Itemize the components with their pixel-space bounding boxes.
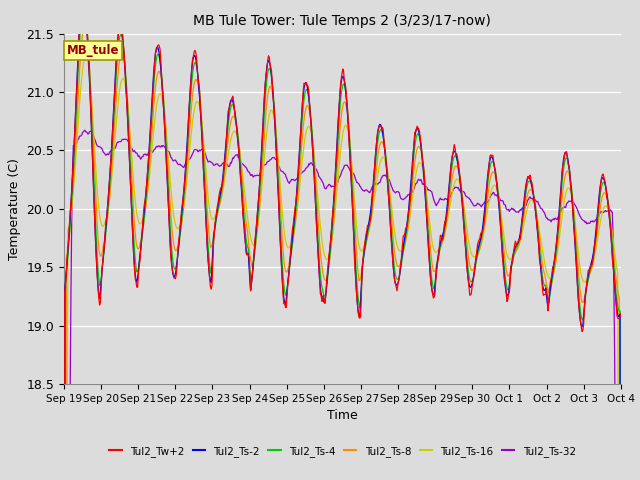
Tul2_Ts-32 [128,146,136,152]
Tul2_Ts-4 [411,144,419,150]
Tul2_Ts-4 [128,204,136,209]
Tul2_Ts-2 [128,221,136,227]
Tul2_Ts-4 [185,125,193,131]
Text: MB_tule: MB_tule [67,44,119,57]
Tul2_Tw+2 [428,282,435,288]
Tul2_Ts-8 [70,169,78,175]
Line: Tul2_Ts-4: Tul2_Ts-4 [64,5,621,480]
Tul2_Ts-2 [185,112,193,118]
Legend: Tul2_Tw+2, Tul2_Ts-2, Tul2_Ts-4, Tul2_Ts-8, Tul2_Ts-16, Tul2_Ts-32: Tul2_Tw+2, Tul2_Ts-2, Tul2_Ts-4, Tul2_Ts… [105,442,580,461]
Tul2_Ts-32 [81,127,89,133]
Tul2_Ts-16 [411,178,419,183]
Tul2_Ts-8 [185,141,193,147]
Tul2_Ts-16 [428,232,435,238]
Line: Tul2_Ts-2: Tul2_Ts-2 [64,0,621,480]
Tul2_Tw+2 [70,144,78,150]
Tul2_Tw+2 [185,114,193,120]
Tul2_Ts-4 [70,156,78,161]
Tul2_Ts-2 [428,280,435,286]
Tul2_Ts-2 [70,143,78,148]
Tul2_Ts-32 [70,143,78,149]
Tul2_Ts-32 [411,183,419,189]
Tul2_Tw+2 [214,200,222,205]
Title: MB Tule Tower: Tule Temps 2 (3/23/17-now): MB Tule Tower: Tule Temps 2 (3/23/17-now… [193,14,492,28]
X-axis label: Time: Time [327,409,358,422]
Tul2_Ts-8 [428,252,435,258]
Tul2_Ts-4 [214,206,222,212]
Line: Tul2_Ts-32: Tul2_Ts-32 [64,130,621,480]
Tul2_Ts-16 [128,159,136,165]
Line: Tul2_Tw+2: Tul2_Tw+2 [64,0,621,480]
Tul2_Ts-8 [411,159,419,165]
Line: Tul2_Ts-16: Tul2_Ts-16 [64,57,621,480]
Tul2_Ts-32 [185,156,193,162]
Tul2_Ts-4 [79,2,87,8]
Tul2_Ts-8 [128,181,136,187]
Tul2_Ts-16 [70,179,78,185]
Tul2_Tw+2 [617,311,625,316]
Tul2_Tw+2 [128,219,136,225]
Tul2_Ts-2 [411,134,419,140]
Tul2_Ts-8 [214,208,222,214]
Line: Tul2_Ts-8: Tul2_Ts-8 [64,27,621,480]
Tul2_Ts-8 [81,24,89,30]
Tul2_Ts-16 [214,205,222,211]
Tul2_Tw+2 [411,130,419,135]
Tul2_Ts-32 [428,189,435,194]
Tul2_Ts-2 [214,202,222,208]
Tul2_Ts-16 [82,54,90,60]
Y-axis label: Temperature (C): Temperature (C) [8,158,21,260]
Tul2_Ts-4 [428,269,435,275]
Tul2_Ts-32 [214,162,222,168]
Tul2_Ts-16 [185,158,193,164]
